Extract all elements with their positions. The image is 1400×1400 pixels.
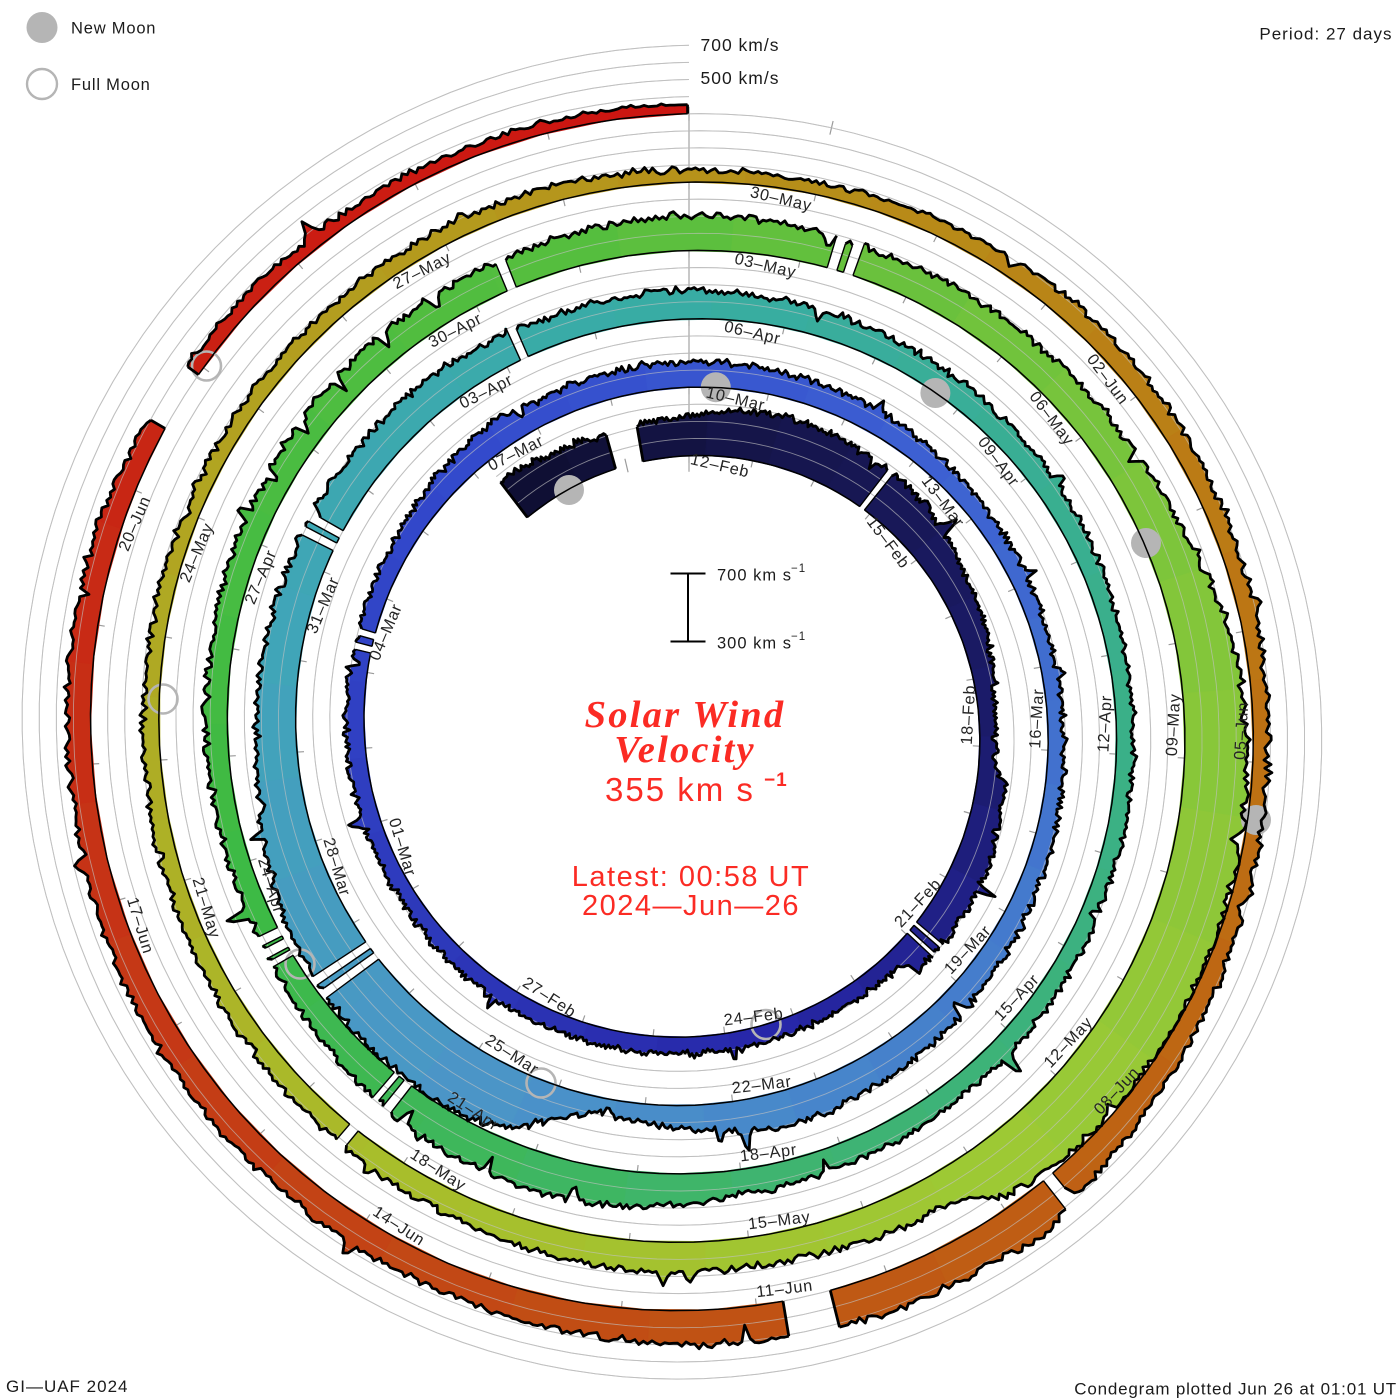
svg-text:700 km s: 700 km s <box>717 567 792 585</box>
svg-text:700 km/s: 700 km/s <box>701 35 780 55</box>
svg-text:500 km/s: 500 km/s <box>701 68 780 88</box>
svg-text:Velocity: Velocity <box>614 729 756 771</box>
svg-text:Condegram plotted Jun 26 at 01: Condegram plotted Jun 26 at 01:01 UT <box>1074 1380 1397 1399</box>
svg-text:05–Jun: 05–Jun <box>1231 701 1252 760</box>
svg-text:−1: −1 <box>764 770 788 791</box>
svg-text:09–May: 09–May <box>1163 693 1184 757</box>
svg-text:16–Mar: 16–Mar <box>1026 688 1047 749</box>
svg-text:Solar Wind: Solar Wind <box>585 694 786 736</box>
svg-text:2024—Jun—26: 2024—Jun—26 <box>582 890 800 922</box>
svg-text:Full Moon: Full Moon <box>71 76 151 94</box>
svg-text:18–Feb: 18–Feb <box>958 684 979 745</box>
svg-text:12–Apr: 12–Apr <box>1094 695 1115 753</box>
svg-text:GI—UAF 2024: GI—UAF 2024 <box>6 1377 129 1396</box>
svg-text:300 km s: 300 km s <box>717 635 792 653</box>
svg-text:−1: −1 <box>791 631 806 643</box>
svg-text:New Moon: New Moon <box>71 20 156 38</box>
svg-text:355 km s: 355 km s <box>605 771 755 808</box>
svg-text:−1: −1 <box>791 563 806 575</box>
svg-text:Latest: 00:58 UT: Latest: 00:58 UT <box>572 861 810 893</box>
svg-text:Period: 27 days: Period: 27 days <box>1259 25 1392 44</box>
